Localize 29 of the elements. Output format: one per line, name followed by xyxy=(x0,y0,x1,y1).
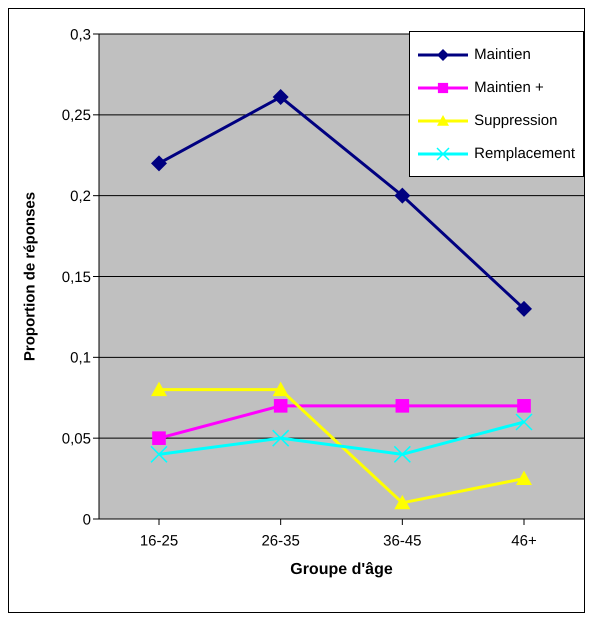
y-axis-title: Proportion de réponses xyxy=(21,192,38,362)
point xyxy=(394,188,410,204)
x-tick-label: 26-35 xyxy=(261,532,300,550)
x-tick-label: 36-45 xyxy=(383,532,422,550)
point xyxy=(516,470,532,485)
legend-label: Remplacement xyxy=(474,145,575,162)
point xyxy=(516,300,532,317)
y-tick-label: 0,2 xyxy=(70,188,91,205)
point xyxy=(274,399,288,413)
y-tick-label: 0,05 xyxy=(62,430,91,448)
legend-label: Maintien + xyxy=(474,79,544,96)
point xyxy=(394,494,410,510)
y-tick-label: 0,25 xyxy=(62,107,91,124)
legend-label: Suppression xyxy=(474,112,558,129)
point xyxy=(152,431,166,445)
point xyxy=(272,89,289,106)
x-axis-title: Groupe d'âge xyxy=(290,561,393,578)
point xyxy=(272,382,289,396)
point xyxy=(151,155,167,172)
y-tick-label: 0,15 xyxy=(62,268,91,286)
x-tick-label: 46+ xyxy=(511,532,537,550)
y-tick-label: 0,3 xyxy=(70,26,91,44)
y-tick-label: 0 xyxy=(82,511,91,528)
point xyxy=(151,382,167,396)
legend-label: Maintien xyxy=(474,46,531,63)
y-tick-label: 0,1 xyxy=(70,350,91,367)
point xyxy=(517,399,531,413)
x-tick-label: 16-25 xyxy=(140,532,178,550)
point xyxy=(396,399,410,413)
